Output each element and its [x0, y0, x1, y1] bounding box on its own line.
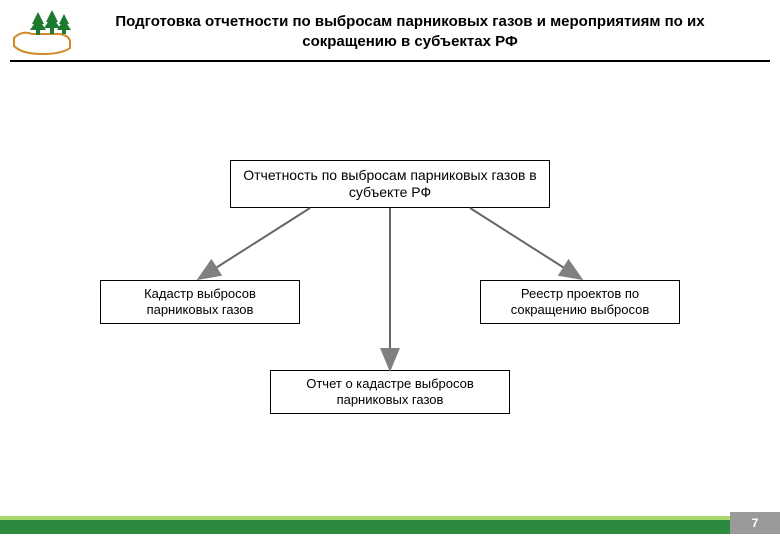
flowchart-node-bottom: Отчет о кадастре выбросов парниковых газ… — [270, 370, 510, 414]
hand-icon — [14, 33, 70, 54]
page-number: 7 — [752, 516, 759, 530]
footer-accent — [0, 512, 730, 534]
flowchart-edge — [200, 208, 310, 278]
header: Подготовка отчетности по выбросам парник… — [0, 0, 780, 70]
logo — [12, 8, 80, 61]
page-number-badge: 7 — [730, 512, 780, 534]
logo-svg — [12, 8, 80, 56]
page-title: Подготовка отчетности по выбросам парник… — [100, 12, 720, 51]
flowchart-edge — [470, 208, 580, 278]
trees-icon — [30, 10, 71, 35]
flowchart-node-right: Реестр проектов по сокращению выбросов — [480, 280, 680, 324]
header-rule — [10, 60, 770, 62]
flowchart-node-top: Отчетность по выбросам парниковых газов … — [230, 160, 550, 208]
footer: 7 — [0, 512, 780, 534]
flowchart-arrows — [0, 0, 780, 540]
flowchart-node-left: Кадастр выбросов парниковых газов — [100, 280, 300, 324]
